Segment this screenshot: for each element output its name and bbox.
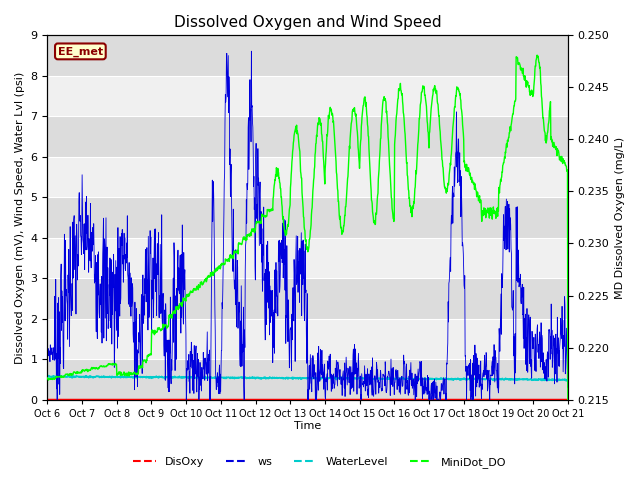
Bar: [47, 278, 568, 319]
Bar: [47, 359, 568, 399]
X-axis label: Time: Time: [294, 421, 321, 432]
Title: Dissolved Oxygen and Wind Speed: Dissolved Oxygen and Wind Speed: [174, 15, 442, 30]
Bar: [47, 36, 568, 76]
Bar: [47, 197, 568, 238]
Legend: DisOxy, ws, WaterLevel, MiniDot_DO: DisOxy, ws, WaterLevel, MiniDot_DO: [129, 452, 511, 472]
Bar: [47, 116, 568, 157]
Y-axis label: MD Dissolved Oxygen (mg/L): MD Dissolved Oxygen (mg/L): [615, 136, 625, 299]
Y-axis label: Dissolved Oxygen (mV), Wind Speed, Water Lvl (psi): Dissolved Oxygen (mV), Wind Speed, Water…: [15, 72, 25, 363]
Text: EE_met: EE_met: [58, 46, 103, 57]
